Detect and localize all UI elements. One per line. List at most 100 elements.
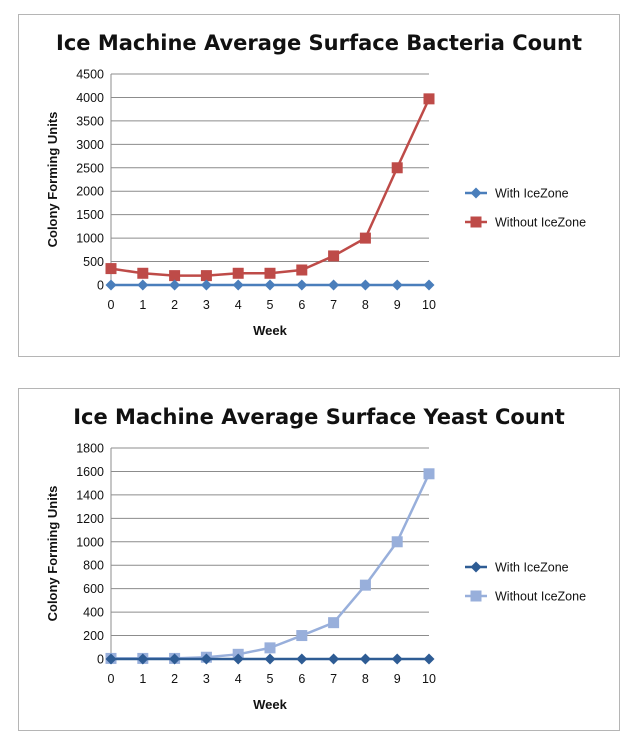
data-point xyxy=(391,162,403,174)
gridlines xyxy=(111,447,429,660)
legend-item: Without IceZone xyxy=(465,590,586,604)
data-point xyxy=(359,279,371,291)
data-point xyxy=(105,279,117,291)
x-tick-label: 10 xyxy=(422,672,436,686)
x-tick-label: 8 xyxy=(362,672,369,686)
data-point xyxy=(232,653,244,665)
data-point xyxy=(169,270,181,282)
y-tick-label: 2500 xyxy=(76,161,104,175)
bacteria-chart-panel: Ice Machine Average Surface Bacteria Cou… xyxy=(18,14,620,357)
y-tick-label: 1400 xyxy=(76,488,104,502)
data-point xyxy=(359,232,371,244)
yeast-line-chart: Ice Machine Average Surface Yeast Count 0… xyxy=(45,405,586,712)
y-tick-label: 500 xyxy=(83,255,104,269)
data-point xyxy=(359,579,371,591)
y-tick-label: 3000 xyxy=(76,138,104,152)
y-tick-label: 3500 xyxy=(76,114,104,128)
data-point xyxy=(169,653,181,665)
x-tick-label: 3 xyxy=(203,298,210,312)
data-point xyxy=(296,653,308,665)
gridlines xyxy=(111,73,429,286)
data-point xyxy=(200,653,212,665)
data-point xyxy=(105,653,117,665)
x-tick-label: 6 xyxy=(298,298,305,312)
data-point xyxy=(105,263,117,275)
series-without-icezone xyxy=(105,93,435,282)
data-point xyxy=(169,279,181,291)
data-point xyxy=(264,279,276,291)
data-point xyxy=(328,250,340,262)
square-marker-icon xyxy=(470,590,482,602)
y-tick-label: 2000 xyxy=(76,185,104,199)
y-axis-title: Colony Forming Units xyxy=(45,112,60,248)
data-point xyxy=(359,653,371,665)
data-point xyxy=(328,617,340,629)
x-tick-label: 1 xyxy=(139,672,146,686)
x-tick-label: 9 xyxy=(394,672,401,686)
y-tick-label: 4000 xyxy=(76,91,104,105)
data-point xyxy=(423,653,435,665)
data-point xyxy=(328,653,340,665)
y-tick-label: 1000 xyxy=(76,535,104,549)
data-point xyxy=(200,270,212,282)
y-tick-label: 1500 xyxy=(76,208,104,222)
x-tick-label: 1 xyxy=(139,298,146,312)
bacteria-line-chart: Ice Machine Average Surface Bacteria Cou… xyxy=(45,31,586,338)
y-tick-label: 800 xyxy=(83,559,104,573)
x-tick-label: 9 xyxy=(394,298,401,312)
y-tick-label: 1600 xyxy=(76,465,104,479)
legend-label: Without IceZone xyxy=(495,590,586,604)
x-tick-label: 4 xyxy=(235,298,242,312)
data-point xyxy=(137,267,149,279)
data-point xyxy=(264,642,276,654)
x-tick-label: 2 xyxy=(171,672,178,686)
series-with-icezone xyxy=(105,279,435,291)
x-tick-label: 7 xyxy=(330,298,337,312)
series-with-icezone xyxy=(105,653,435,665)
data-point xyxy=(137,279,149,291)
chart-title: Ice Machine Average Surface Yeast Count xyxy=(73,405,565,429)
y-tick-label: 200 xyxy=(83,629,104,643)
y-tick-label: 1800 xyxy=(76,442,104,456)
x-tick-label: 5 xyxy=(267,672,274,686)
y-tick-label: 0 xyxy=(97,653,104,667)
data-point xyxy=(264,653,276,665)
data-point xyxy=(296,279,308,291)
x-tick-label: 4 xyxy=(235,672,242,686)
data-point xyxy=(232,279,244,291)
data-point xyxy=(296,264,308,276)
series-line xyxy=(111,473,431,660)
x-tick-label: 6 xyxy=(298,672,305,686)
legend-item: With IceZone xyxy=(465,187,569,201)
x-tick-label: 2 xyxy=(171,298,178,312)
data-point xyxy=(391,536,403,548)
chart-title: Ice Machine Average Surface Bacteria Cou… xyxy=(56,31,582,55)
data-point xyxy=(232,267,244,279)
x-tick-label: 3 xyxy=(203,672,210,686)
x-tick-label: 0 xyxy=(108,298,115,312)
x-tick-label: 8 xyxy=(362,298,369,312)
data-point xyxy=(264,267,276,279)
x-axis-title: Week xyxy=(253,323,287,338)
data-point xyxy=(391,653,403,665)
data-point xyxy=(423,468,435,480)
legend-item: With IceZone xyxy=(465,561,569,575)
y-tick-label: 1000 xyxy=(76,232,104,246)
data-point xyxy=(137,653,149,665)
y-tick-label: 600 xyxy=(83,582,104,596)
data-point xyxy=(200,279,212,291)
yeast-chart-panel: Ice Machine Average Surface Yeast Count 0… xyxy=(18,388,620,731)
x-axis-title: Week xyxy=(253,697,287,712)
data-point xyxy=(296,630,308,642)
diamond-marker-icon xyxy=(470,561,482,573)
x-tick-label: 7 xyxy=(330,672,337,686)
legend-label: Without IceZone xyxy=(495,216,586,230)
y-tick-label: 4500 xyxy=(76,68,104,82)
x-tick-label: 10 xyxy=(422,298,436,312)
data-point xyxy=(328,279,340,291)
series-line xyxy=(110,98,431,277)
legend-label: With IceZone xyxy=(495,561,569,575)
series-without-icezone xyxy=(105,468,435,664)
data-point xyxy=(423,279,435,291)
diamond-marker-icon xyxy=(470,187,482,199)
